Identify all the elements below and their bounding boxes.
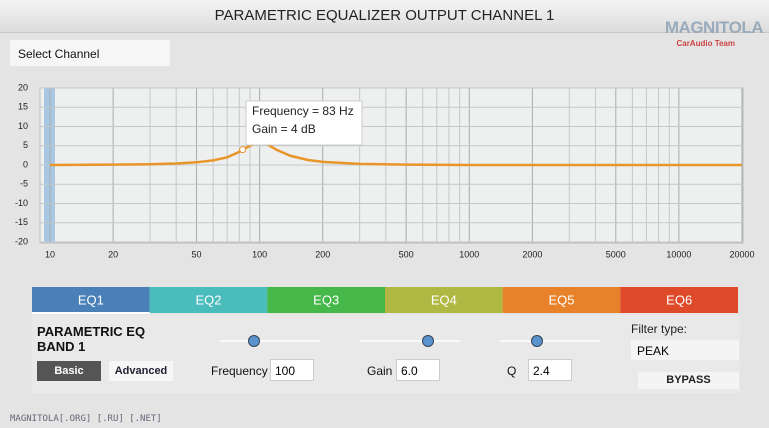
slider-knob[interactable] bbox=[531, 335, 543, 347]
x-tick-label: 5000 bbox=[606, 249, 626, 259]
x-tick-label: 500 bbox=[399, 249, 414, 259]
band-title: PARAMETRIC EQ BAND 1 bbox=[37, 324, 146, 354]
eq-tab-label: EQ6 bbox=[666, 292, 692, 307]
y-tick-label: 10 bbox=[18, 121, 28, 131]
field-label: Gain bbox=[367, 364, 393, 378]
eq-tab[interactable] bbox=[385, 287, 503, 313]
field-input[interactable]: 2.4 bbox=[528, 359, 572, 381]
x-tick-label: 20000 bbox=[729, 249, 754, 259]
eq-tab[interactable] bbox=[502, 287, 621, 313]
x-tick-label: 2000 bbox=[522, 249, 542, 259]
x-tick-label: 1000 bbox=[459, 249, 479, 259]
eq-tab[interactable] bbox=[149, 287, 268, 313]
x-tick-label: 100 bbox=[252, 249, 267, 259]
y-tick-label: 20 bbox=[18, 82, 28, 92]
slider-track bbox=[220, 340, 320, 342]
logo-sub: CarAudio Team bbox=[676, 39, 735, 48]
slider-knob[interactable] bbox=[248, 335, 260, 347]
eq-tab[interactable] bbox=[32, 287, 150, 313]
slider-knob[interactable] bbox=[422, 335, 434, 347]
x-tick-label: 50 bbox=[192, 249, 202, 259]
field-label: Q bbox=[507, 364, 517, 378]
x-tick-label: 20 bbox=[108, 249, 118, 259]
eq-tab[interactable] bbox=[267, 287, 385, 313]
eq-tab-label: EQ1 bbox=[78, 292, 104, 307]
y-tick-label: -20 bbox=[15, 236, 28, 246]
bypass-button[interactable]: BYPASS bbox=[638, 372, 739, 389]
eq-tab[interactable] bbox=[620, 287, 738, 313]
x-tick-label: 200 bbox=[315, 249, 330, 259]
field-input[interactable]: 100 bbox=[270, 359, 314, 381]
tooltip-box bbox=[245, 100, 363, 146]
tooltip-text: Frequency = 83 Hz bbox=[252, 104, 354, 118]
tooltip-text: Gain = 4 dB bbox=[252, 122, 316, 136]
window-title: PARAMETRIC EQUALIZER OUTPUT CHANNEL 1 bbox=[0, 0, 769, 33]
eq-tab-label: EQ3 bbox=[313, 292, 339, 307]
y-tick-label: 15 bbox=[18, 102, 28, 112]
eq-tab-label: EQ4 bbox=[431, 292, 457, 307]
eq-tab-label: EQ5 bbox=[548, 292, 574, 307]
y-tick-label: 0 bbox=[23, 159, 28, 169]
eq-tab-label: EQ2 bbox=[195, 292, 221, 307]
filter-select[interactable]: PEAK bbox=[631, 340, 739, 360]
slider-track bbox=[360, 340, 460, 342]
x-tick-label: 10 bbox=[45, 249, 55, 259]
select-channel[interactable]: Select Channel bbox=[10, 40, 170, 66]
slider-track bbox=[500, 340, 600, 342]
logo: MAGNITOLA bbox=[664, 18, 764, 37]
footer: MAGNITOLA[.ORG] [.RU] [.NET] bbox=[10, 414, 162, 424]
advanced-button[interactable]: Advanced bbox=[109, 361, 173, 381]
y-tick-label: -10 bbox=[15, 198, 28, 208]
field-input[interactable]: 6.0 bbox=[396, 359, 440, 381]
y-tick-label: 5 bbox=[23, 140, 28, 150]
x-tick-label: 10000 bbox=[666, 249, 691, 259]
basic-button[interactable]: Basic bbox=[37, 361, 101, 381]
filter-label: Filter type: bbox=[631, 322, 688, 336]
y-tick-label: -5 bbox=[20, 179, 28, 189]
tooltip-point bbox=[239, 146, 247, 154]
y-tick-label: -15 bbox=[15, 217, 28, 227]
field-label: Frequency bbox=[211, 364, 268, 378]
